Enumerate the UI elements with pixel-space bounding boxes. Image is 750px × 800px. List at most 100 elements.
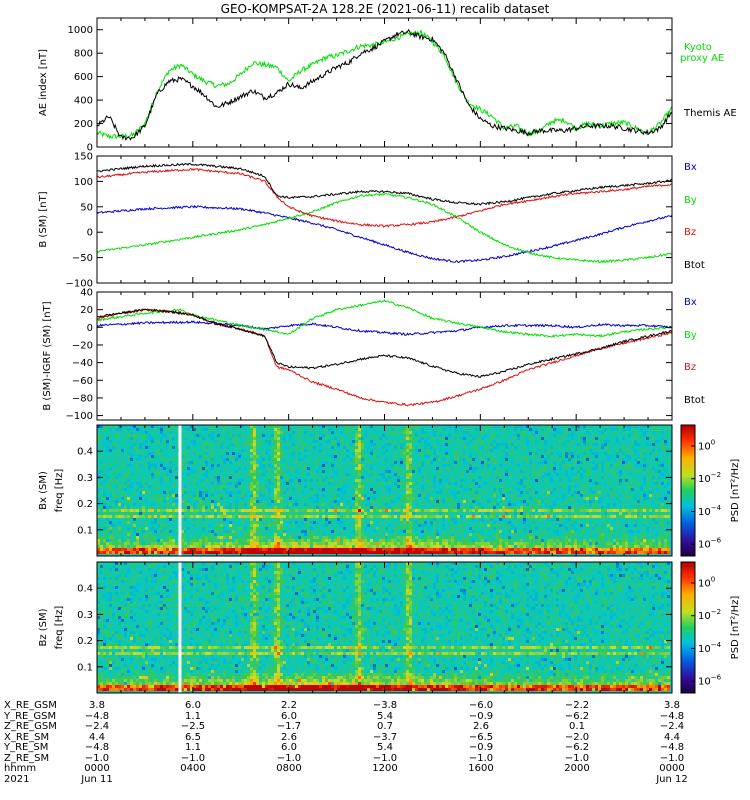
ephemeris-row: X_RE_GSM 3.8 6.0 2.2 −3.8 −6.0 −2.2 3.8 xyxy=(4,700,746,711)
series-by-line xyxy=(96,192,673,264)
ephemeris-value: −3.8 xyxy=(372,700,398,711)
x-ticks xyxy=(96,18,673,147)
series-by-line xyxy=(96,299,673,339)
legend-by: By xyxy=(684,195,697,206)
y-tick-label: 800 xyxy=(74,49,93,60)
series-kyoto-proxy-ae-line xyxy=(96,29,673,140)
ephemeris-row-label: X_RE_GSM xyxy=(4,700,57,711)
ephemeris-row: Z_RE_SM −1.0 −1.0 −1.0 −1.0 −1.0 −1.0 −1.0 xyxy=(4,753,746,764)
colorbar-tick-label: 10−4 xyxy=(698,641,722,655)
colorbar xyxy=(680,424,696,557)
ephemeris-value: Jun 12 xyxy=(656,773,688,785)
series-bx-line xyxy=(96,204,673,264)
y-tick-label: 0.2 xyxy=(77,499,93,510)
bx_spec-spectrogram xyxy=(97,425,672,556)
ephemeris-row: hhmm 0000 0400 0800 1200 1600 2000 0000 xyxy=(4,763,746,774)
y-tick-label: 100 xyxy=(74,177,93,188)
colorbar-tick-label: 10−2 xyxy=(698,608,721,622)
ephemeris-value: −2.4 xyxy=(659,721,685,732)
ephemeris-value: 6.5 xyxy=(185,731,201,743)
legend-kyoto-proxy-ae: Kyoto proxy AE xyxy=(680,42,724,64)
ephemeris-value: −2.4 xyxy=(84,721,110,732)
y-axis-label: freq [Hz] xyxy=(54,606,65,650)
figure-title: GEO-KOMPSAT-2A 128.2E (2021-06-11) recal… xyxy=(221,2,550,16)
y-tick-label: 0.3 xyxy=(77,473,93,484)
ephemeris-value: −2.5 xyxy=(180,721,206,732)
ephemeris-row-label: Z_RE_SM xyxy=(4,752,50,764)
legend-bx: Bx xyxy=(684,162,697,173)
y-axis-label: AE index [nT] xyxy=(38,49,49,116)
legend-bx: Bx xyxy=(684,297,697,308)
y-tick-label: −60 xyxy=(72,376,93,387)
ephemeris-value: 0400 xyxy=(180,763,206,774)
ephemeris-row: 2021 Jun 11 Jun 12 xyxy=(4,774,746,785)
y-tick-label: 0.3 xyxy=(77,610,93,621)
ephemeris-value: 1.1 xyxy=(185,710,201,722)
y-tick-label: 600 xyxy=(74,72,93,83)
panel-ae: AE index [nT] xyxy=(38,17,673,148)
y-tick-label: 200 xyxy=(74,119,93,130)
ephemeris-value: 5.4 xyxy=(377,710,393,722)
series-btot-line xyxy=(96,162,673,206)
legend-btot: Btot xyxy=(684,395,705,406)
ephemeris-value: 6.0 xyxy=(281,742,297,753)
y-tick-label: 0.2 xyxy=(77,636,93,647)
y-tick-label: −100 xyxy=(66,411,93,422)
ephemeris-row: Z_RE_GSM −2.4 −2.5 −1.7 0.7 2.6 0.1 −2.4 xyxy=(4,721,746,732)
series-btot-line xyxy=(96,308,673,379)
ephemeris-row-label: 2021 xyxy=(4,773,30,785)
ephemeris-value: −1.0 xyxy=(372,752,398,764)
colorbar-tick-label: 10−6 xyxy=(698,674,722,688)
ephemeris-value: −6.2 xyxy=(564,710,590,722)
colorbar-tick-label: 10−2 xyxy=(698,471,721,485)
y-tick-label: 1000 xyxy=(68,25,93,36)
ephemeris-value: 1600 xyxy=(468,763,494,774)
y-tick-label: 20 xyxy=(80,305,93,316)
ephemeris-value: −6.5 xyxy=(468,731,494,743)
ephemeris-value: −6.0 xyxy=(468,700,494,711)
y-tick-label: 40 xyxy=(80,288,93,299)
ephemeris-row-label: Y_RE_SM xyxy=(4,742,49,753)
series-themis-ae-line xyxy=(96,28,673,141)
ephemeris-value: 6.0 xyxy=(185,700,201,711)
plot-frame xyxy=(96,17,673,148)
x-ticks xyxy=(96,156,673,283)
ephemeris-value: 2.2 xyxy=(281,700,297,711)
colorbar xyxy=(680,561,696,694)
legend-by: By xyxy=(684,330,697,341)
series-bz-line xyxy=(96,167,673,228)
ephemeris-value: −1.0 xyxy=(564,752,590,764)
y-tick-label: 0 xyxy=(87,323,93,334)
colorbar-tick-label: 10−6 xyxy=(698,537,722,551)
legend-themis-ae: Themis AE xyxy=(683,108,737,119)
ephemeris-value: 3.8 xyxy=(89,700,105,711)
y-tick-label: 0 xyxy=(87,143,93,154)
y-tick-label: 0.1 xyxy=(77,525,93,536)
y-tick-label: −40 xyxy=(72,358,93,369)
ephemeris-value: −6.2 xyxy=(564,742,590,753)
colorbar-tick-label: 100 xyxy=(698,438,715,452)
colorbar-label: PSD [nT²/Hz] xyxy=(730,596,741,660)
y-axis-label: B (SM) [nT] xyxy=(38,191,49,247)
colorbar-tick-label: 10−4 xyxy=(698,504,722,518)
y-axis-label: Bz (SM) xyxy=(38,608,49,646)
y-axis-label: freq [Hz] xyxy=(54,469,65,513)
ephemeris-row-label: Z_RE_GSM xyxy=(4,721,57,732)
y-tick-label: 150 xyxy=(74,152,93,163)
ephemeris-value: 0.7 xyxy=(377,721,393,732)
ephemeris-value: 0000 xyxy=(84,763,110,774)
y-tick-label: −50 xyxy=(72,253,93,264)
ephemeris-value: −4.8 xyxy=(84,742,110,753)
colorbar-label: PSD [nT²/Hz] xyxy=(730,459,741,523)
ephemeris-value: 6.0 xyxy=(281,710,297,722)
ephemeris-row: Y_RE_SM −4.8 1.1 6.0 5.4 −0.9 −6.2 −4.8 xyxy=(4,742,746,753)
ephemeris-value: −2.2 xyxy=(564,700,590,711)
y-tick-label: 0.1 xyxy=(77,662,93,673)
plot-frame xyxy=(96,155,673,284)
y-axis-label: B (SM)-IGRF (SM) [nT] xyxy=(42,301,53,410)
ephemeris-value: −1.0 xyxy=(180,752,206,764)
ephemeris-row: Y_RE_GSM −4.8 1.1 6.0 5.4 −0.9 −6.2 −4.8 xyxy=(4,711,746,722)
ephemeris-value: 1.1 xyxy=(185,742,201,753)
ephemeris-row: X_RE_SM 4.4 6.5 2.6 −3.7 −6.5 −2.0 4.4 xyxy=(4,732,746,743)
